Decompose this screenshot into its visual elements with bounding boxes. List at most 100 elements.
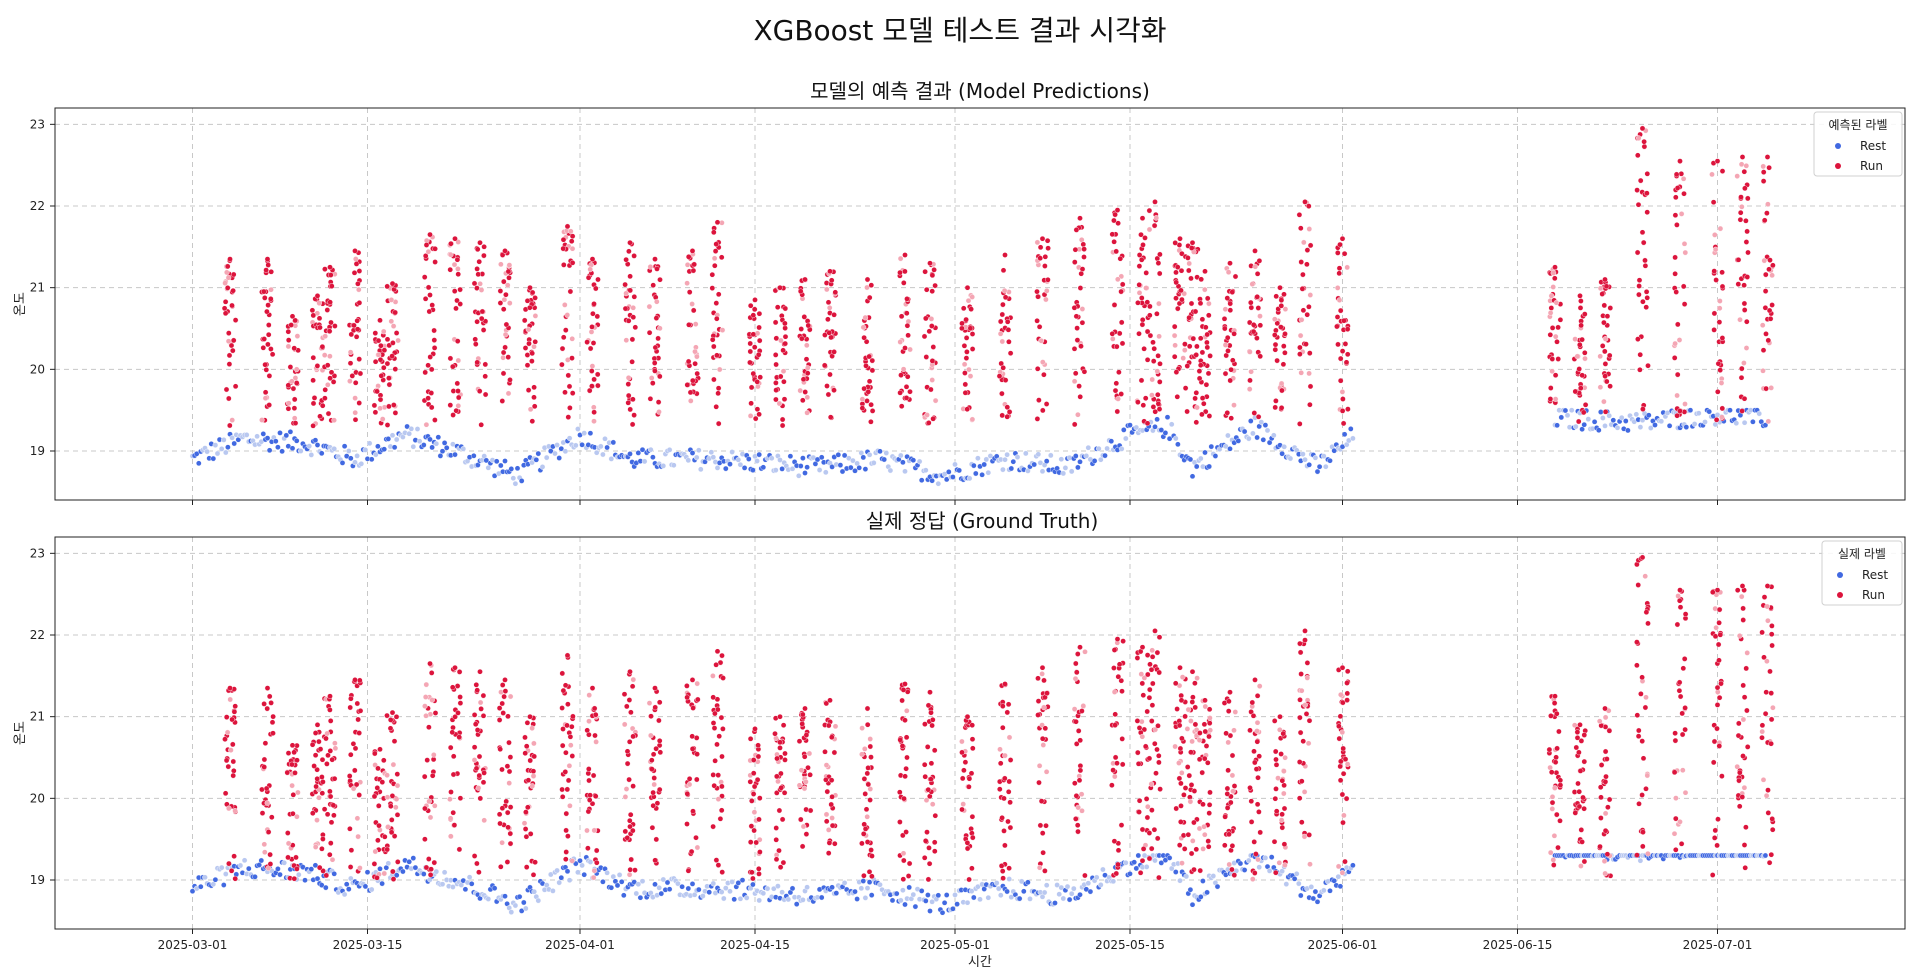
run-point <box>225 395 232 402</box>
run-point <box>757 374 764 381</box>
run-point <box>564 786 571 793</box>
run-point <box>1006 734 1013 741</box>
run-point <box>1674 392 1680 399</box>
rest-point <box>562 448 569 455</box>
rest-point <box>910 891 917 898</box>
run-point <box>900 832 906 839</box>
rest-point <box>1008 894 1015 900</box>
run-point <box>447 796 453 803</box>
run-point <box>1205 843 1212 850</box>
run-point <box>865 765 871 771</box>
run-point <box>997 746 1003 753</box>
run-point <box>389 868 396 875</box>
run-point <box>799 721 806 727</box>
run-point <box>590 772 597 779</box>
run-point <box>316 315 323 322</box>
run-point <box>1682 611 1689 617</box>
run-point <box>1115 220 1121 226</box>
run-point <box>719 783 725 790</box>
run-point <box>1173 295 1179 302</box>
run-point <box>1640 239 1647 246</box>
run-peak-point <box>1277 284 1283 291</box>
run-point <box>1744 707 1750 714</box>
y-tick-label: 21 <box>30 281 45 295</box>
run-point <box>265 262 272 268</box>
run-point <box>456 669 463 675</box>
run-point <box>327 375 333 382</box>
run-point <box>801 753 808 760</box>
run-point <box>1344 264 1350 271</box>
run-point <box>1281 343 1287 349</box>
run-point <box>1275 775 1281 781</box>
run-point <box>353 261 360 267</box>
run-point <box>646 700 653 706</box>
run-point <box>522 734 528 741</box>
run-point <box>1768 631 1775 638</box>
run-point <box>475 271 482 278</box>
run-point <box>798 816 804 823</box>
run-point <box>1043 822 1049 829</box>
run-point <box>1636 291 1642 298</box>
run-point <box>827 371 833 378</box>
run-point <box>1674 412 1680 419</box>
run-point <box>1552 759 1559 766</box>
run-point <box>866 294 873 301</box>
x-tick-label: 2025-06-01 <box>1308 938 1378 952</box>
run-point <box>506 300 513 306</box>
run-point <box>1254 719 1261 726</box>
run-point <box>527 831 534 837</box>
rest-point <box>829 884 835 891</box>
run-point <box>626 776 632 783</box>
run-point <box>357 708 364 714</box>
rest-point <box>416 438 423 445</box>
run-point <box>631 253 637 259</box>
run-point <box>630 396 636 403</box>
rest-point <box>916 458 923 465</box>
run-point <box>1574 729 1581 735</box>
rest-point <box>1258 419 1265 425</box>
run-point <box>694 776 700 783</box>
run-point <box>429 697 435 703</box>
rest-point <box>1562 407 1569 414</box>
run-point <box>1337 763 1343 770</box>
run-peak-point <box>827 697 833 704</box>
run-peak-point <box>1002 252 1008 258</box>
run-point <box>959 775 966 782</box>
rest-point <box>341 443 348 450</box>
run-point <box>1680 767 1686 774</box>
run-point <box>861 872 867 879</box>
run-point <box>959 320 965 327</box>
run-point <box>756 816 762 823</box>
run-point <box>289 378 295 385</box>
run-point <box>295 789 301 796</box>
run-point <box>1273 293 1279 300</box>
run-point <box>507 377 513 383</box>
run-point <box>507 693 514 700</box>
rest-point <box>1212 453 1219 459</box>
run-point <box>1004 404 1011 411</box>
run-point <box>904 754 910 761</box>
run-point <box>1134 655 1141 661</box>
run-point <box>261 295 268 301</box>
run-point <box>287 364 294 370</box>
run-point <box>1761 217 1768 224</box>
run-point <box>1136 725 1143 731</box>
run-point <box>355 280 361 287</box>
run-point <box>1227 732 1234 739</box>
run-point <box>1711 310 1718 317</box>
run-point <box>559 345 566 352</box>
run-point <box>501 693 507 700</box>
run-point <box>1154 746 1160 753</box>
run-peak-point <box>1152 628 1158 634</box>
run-point <box>1344 680 1350 686</box>
run-point <box>829 822 836 829</box>
rest-point <box>975 883 981 890</box>
rest-point <box>664 879 671 886</box>
run-point <box>777 739 783 746</box>
run-point <box>347 864 354 870</box>
run-point <box>457 795 464 802</box>
rest-point <box>721 895 727 902</box>
run-point <box>868 847 874 853</box>
run-point <box>1111 647 1118 653</box>
run-point <box>328 369 335 376</box>
